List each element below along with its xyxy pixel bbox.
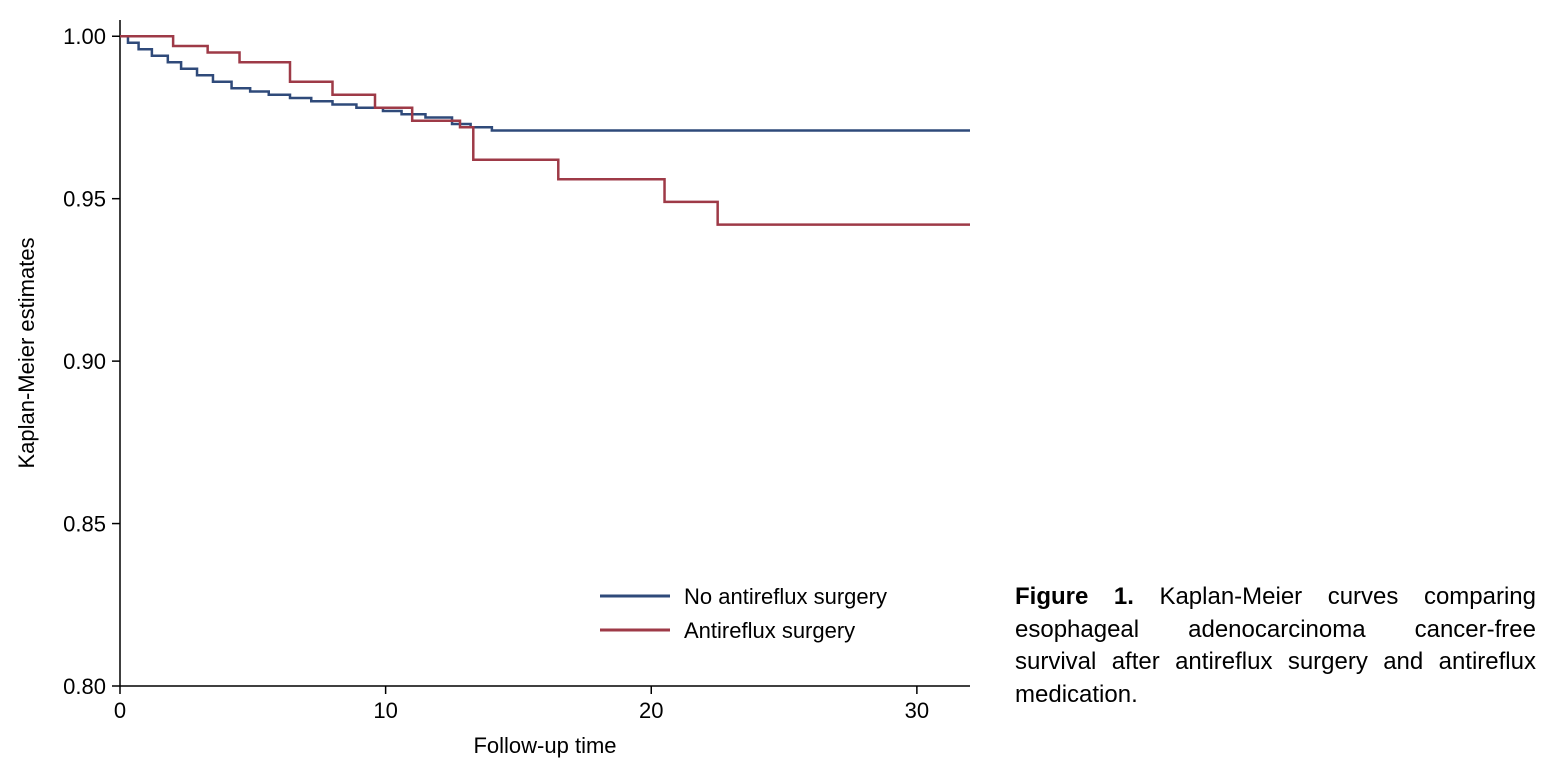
y-axis-title: Kaplan-Meier estimates [14,237,39,468]
y-tick-label: 0.95 [63,187,106,212]
x-tick-label: 10 [373,698,397,723]
y-tick-label: 1.00 [63,24,106,49]
figure-label: Figure 1. [1015,583,1134,610]
km-chart-svg: 0.80 0.85 0.90 0.95 1.00 0 10 20 30 Follow-up tim… [0,0,1000,771]
legend-label: No antireflux surgery [684,584,887,609]
y-tick-label: 0.90 [63,349,106,374]
y-tick-label: 0.80 [63,674,106,699]
series-0 [120,36,970,130]
x-axis-title: Follow-up time [473,733,616,758]
x-tick-label: 30 [905,698,929,723]
y-tick-label: 0.85 [63,512,106,537]
km-chart: 0.80 0.85 0.90 0.95 1.00 0 10 20 30 Follow-up tim… [0,0,1000,771]
figure-caption: Figure 1. Kaplan-Meier curves comparing … [1000,581,1566,771]
legend-label: Antireflux surgery [684,618,855,643]
x-tick-label: 20 [639,698,663,723]
figure-container: 0.80 0.85 0.90 0.95 1.00 0 10 20 30 Follow-up tim… [0,0,1566,771]
x-tick-label: 0 [114,698,126,723]
